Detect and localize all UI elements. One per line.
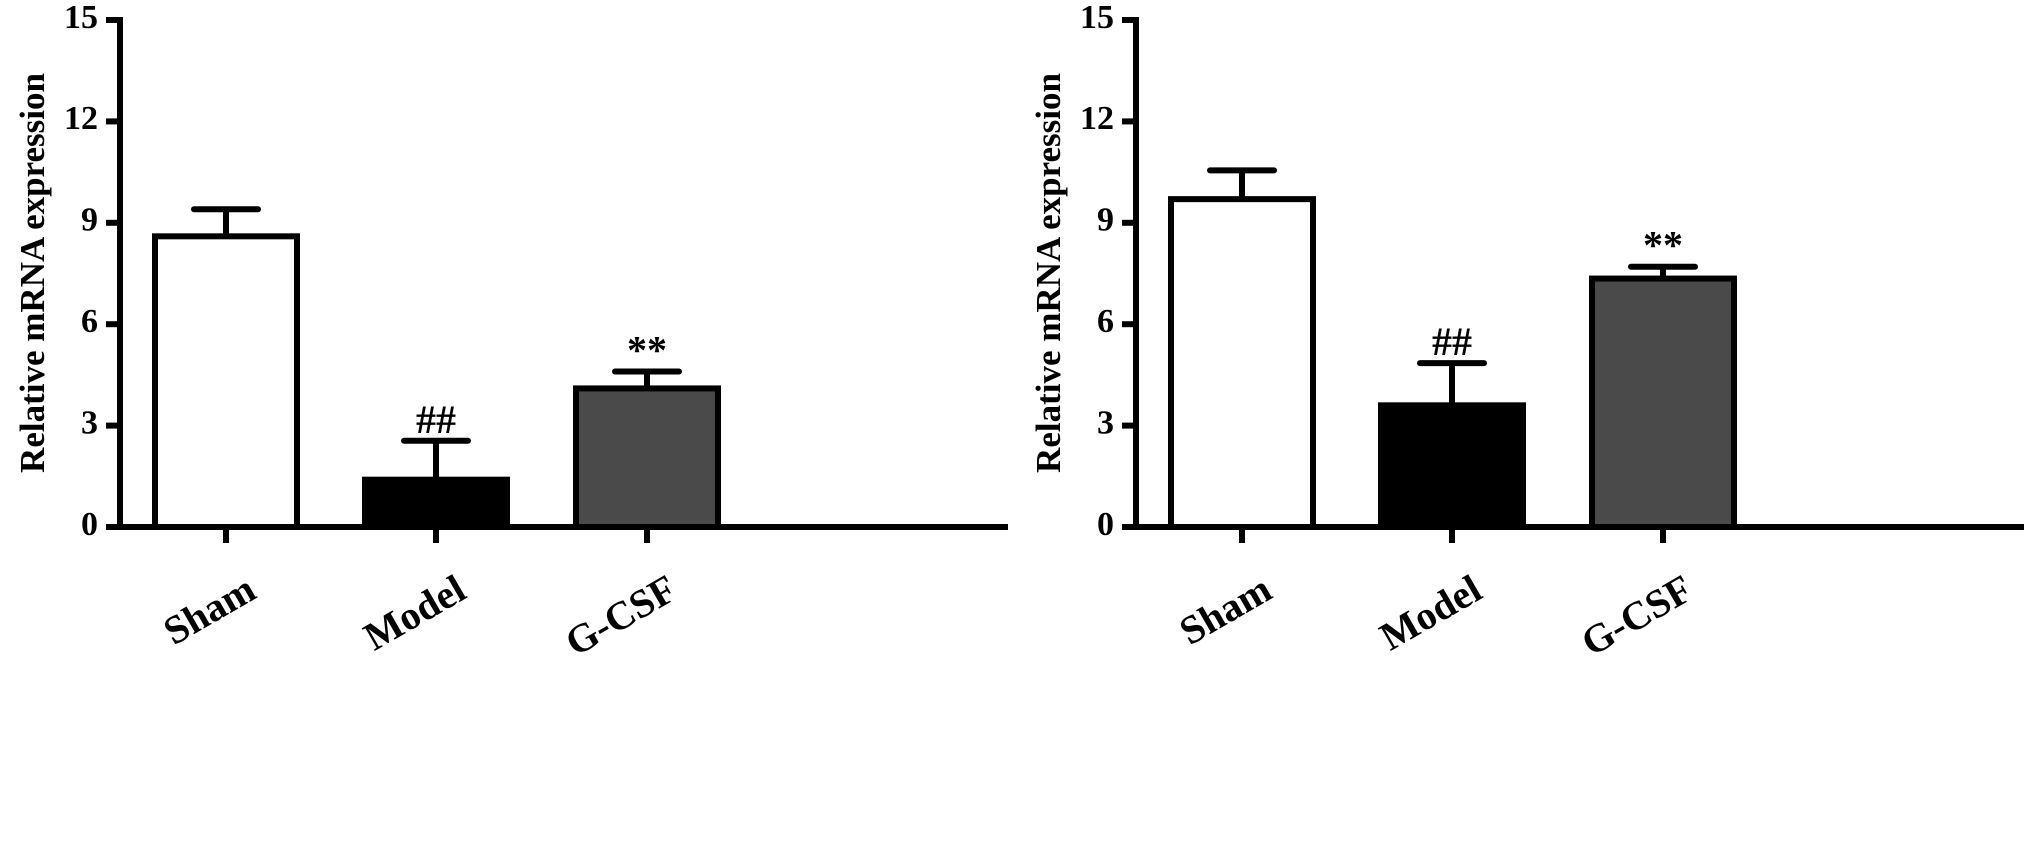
x-tick-label: G-CSF bbox=[557, 566, 683, 665]
x-tick-label: Sham bbox=[156, 566, 263, 654]
y-axis-label: Relative mRNA expression bbox=[1029, 73, 1068, 473]
x-tick-label: Model bbox=[1372, 566, 1489, 659]
bar-sham bbox=[1168, 196, 1316, 530]
x-tick-label: Sham bbox=[1172, 566, 1279, 654]
y-tick-label: 6 bbox=[81, 303, 98, 340]
bar-g-csf bbox=[573, 385, 721, 531]
significance-marker: ## bbox=[1432, 319, 1472, 364]
y-tick-label: 12 bbox=[1080, 100, 1114, 137]
significance-marker: ** bbox=[1643, 223, 1683, 268]
y-tick-label: 3 bbox=[1097, 404, 1114, 441]
chart-right: Relative mRNA expression 0 3 6 9 12 15 Sham ## Mo… bbox=[1029, 0, 2024, 665]
y-tick-label: 9 bbox=[81, 202, 98, 239]
y-tick-label: 3 bbox=[81, 404, 98, 441]
chart-left: Relative mRNA expression 0 3 6 9 12 15 Sham ## Mo… bbox=[13, 0, 1008, 665]
significance-marker: ## bbox=[416, 397, 456, 442]
y-axis-label: Relative mRNA expression bbox=[13, 73, 52, 473]
x-tick-label: Model bbox=[356, 566, 473, 659]
bar-sham bbox=[152, 233, 300, 530]
bar-model bbox=[362, 476, 510, 530]
significance-marker: ** bbox=[627, 328, 667, 373]
y-tick-label: 15 bbox=[64, 0, 98, 36]
y-tick-label: 9 bbox=[1097, 202, 1114, 239]
y-tick-label: 0 bbox=[1097, 506, 1114, 543]
bar-model bbox=[1378, 402, 1526, 531]
x-tick-label: G-CSF bbox=[1573, 566, 1699, 665]
bar-g-csf bbox=[1589, 275, 1737, 530]
y-tick-label: 6 bbox=[1097, 303, 1114, 340]
y-tick-label: 0 bbox=[81, 506, 98, 543]
y-tick-label: 15 bbox=[1080, 0, 1114, 36]
y-tick-label: 12 bbox=[64, 100, 98, 137]
